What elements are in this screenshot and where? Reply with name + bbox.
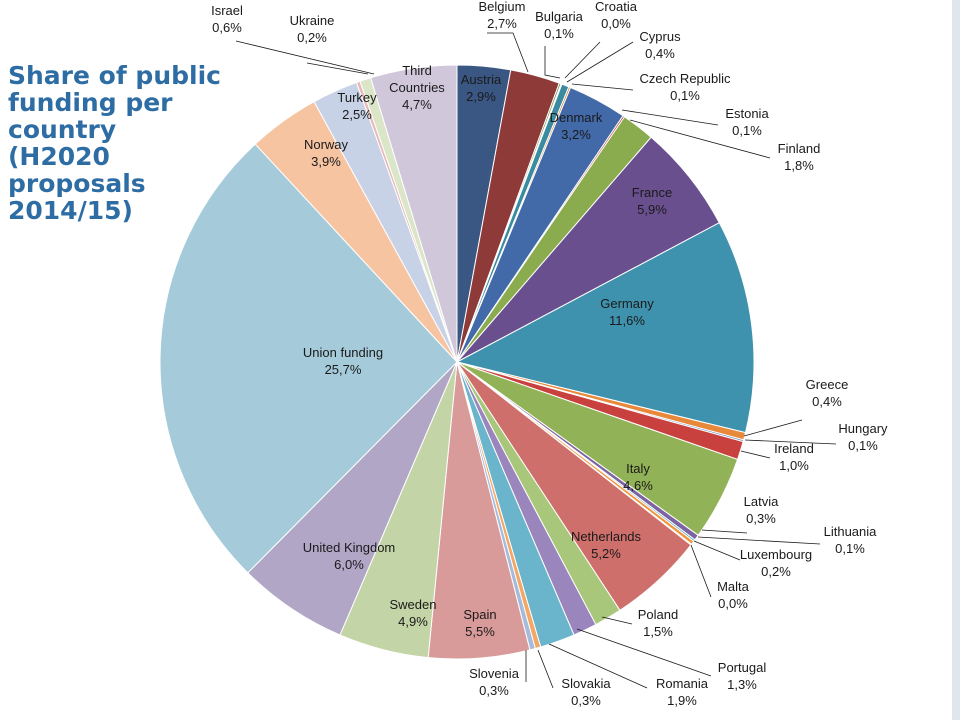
leader-line-belgium <box>487 32 529 73</box>
data-label-third-countries: Third Countries 4,7% <box>389 63 445 112</box>
leader-line-finland <box>629 119 771 159</box>
data-label-luxembourg: Luxembourg 0,2% <box>740 547 812 579</box>
data-label-italy: Italy 4,6% <box>623 461 653 493</box>
leader-line-romania <box>548 643 648 689</box>
data-label-czech-republic: Czech Republic 0,1% <box>639 71 731 103</box>
data-label-latvia: Latvia 0,3% <box>744 494 779 526</box>
leader-line-lithuania <box>697 536 821 545</box>
data-label-ireland: Ireland 1,0% <box>774 441 814 473</box>
data-label-turkey: Turkey 2,5% <box>337 90 377 122</box>
leader-line-latvia <box>701 529 748 534</box>
pie-slice-third-countries <box>370 64 458 363</box>
data-label-netherlands: Netherlands 5,2% <box>571 529 642 561</box>
leader-line-ukraine <box>306 62 369 75</box>
data-label-portugal: Portugal 1,3% <box>718 660 767 692</box>
leader-line-czech-republic <box>571 83 634 91</box>
data-label-poland: Poland 1,5% <box>638 607 678 639</box>
leader-line-bulgaria <box>544 46 561 79</box>
leader-line-greece <box>743 419 803 437</box>
data-label-hungary: Hungary 0,1% <box>838 421 888 453</box>
data-label-bulgaria: Bulgaria 0,1% <box>535 9 583 41</box>
data-label-norway: Norway 3,9% <box>304 137 349 169</box>
data-label-romania: Romania 1,9% <box>656 676 709 708</box>
data-label-cyprus: Cyprus 0,4% <box>639 29 681 61</box>
data-label-united-kingdom: United Kingdom 6,0% <box>303 540 396 572</box>
leader-line-hungary <box>744 439 837 445</box>
data-label-france: France 5,9% <box>632 185 672 217</box>
data-label-union-funding: Union funding 25,7% <box>303 345 383 377</box>
leader-line-slovakia <box>537 649 554 689</box>
data-label-finland: Finland 1,8% <box>778 141 821 173</box>
data-label-belgium: Belgium 2,7% <box>479 0 526 31</box>
chart-title: Share of public funding per country (H20… <box>8 61 221 225</box>
data-label-estonia: Estonia 0,1% <box>725 106 769 138</box>
leader-line-ireland <box>740 450 771 459</box>
leader-line-portugal <box>576 628 712 677</box>
data-label-denmark: Denmark 3,2% <box>550 110 603 142</box>
data-label-greece: Greece 0,4% <box>806 377 849 409</box>
data-label-germany: Germany 11,6% <box>600 296 654 328</box>
data-label-israel: Israel 0,6% <box>211 3 243 35</box>
window-edge <box>952 0 960 720</box>
leader-line-luxembourg <box>693 540 741 561</box>
leader-line-croatia <box>564 41 601 79</box>
leader-line-israel <box>235 40 375 75</box>
data-label-lithuania: Lithuania 0,1% <box>824 524 878 556</box>
data-label-malta: Malta 0,0% <box>717 579 750 611</box>
data-label-slovenia: Slovenia 0,3% <box>469 666 520 698</box>
pie-slice-union-funding <box>159 143 458 574</box>
data-label-slovakia: Slovakia 0,3% <box>561 676 611 708</box>
leader-line-estonia <box>621 109 719 126</box>
data-label-spain: Spain 5,5% <box>463 607 496 639</box>
data-label-sweden: Sweden 4,9% <box>390 597 437 629</box>
data-label-croatia: Croatia 0,0% <box>595 0 638 31</box>
leader-line-cyprus <box>566 41 634 83</box>
leader-line-poland <box>601 616 633 625</box>
data-label-ukraine: Ukraine 0,2% <box>290 13 335 45</box>
leader-line-malta <box>690 544 712 598</box>
data-label-austria: Austria 2,9% <box>461 72 502 104</box>
